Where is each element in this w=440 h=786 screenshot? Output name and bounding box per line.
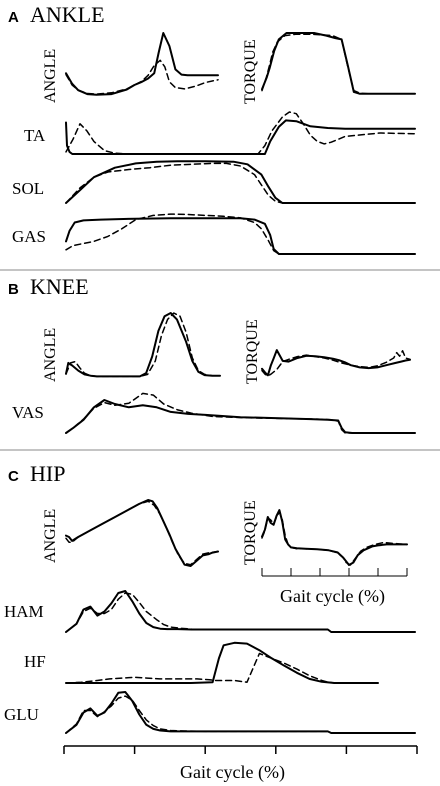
- hip-angle-ylabel: ANGLE: [42, 509, 59, 563]
- sol-solid-trace: [65, 160, 416, 204]
- panel-c-title: HIP: [30, 461, 65, 486]
- ham-label: HAM: [4, 602, 44, 621]
- panel-a-title: ANKLE: [30, 2, 105, 27]
- panel-c-letter: C: [8, 468, 19, 485]
- panel-b-title: KNEE: [30, 274, 89, 299]
- ankle-torque-ylabel: TORQUE: [242, 39, 259, 104]
- inset-xlabel: Gait cycle (%): [280, 586, 385, 607]
- gas-dashed-trace: [65, 213, 416, 255]
- hip-torque-ylabel: TORQUE: [242, 500, 259, 565]
- hip-angle-dashed-trace: [65, 500, 219, 566]
- plot-layer: [65, 32, 416, 734]
- sol-dashed-trace: [65, 162, 416, 204]
- ankle-angle-ylabel: ANGLE: [42, 49, 59, 103]
- hip-torque-dashed-trace: [261, 511, 408, 566]
- ankle-torque-dashed-trace: [261, 33, 416, 95]
- ankle-torque-solid-trace: [261, 32, 416, 95]
- knee-torque-dashed-trace: [261, 350, 411, 377]
- vas-label: VAS: [12, 403, 44, 422]
- gas-solid-trace: [65, 217, 416, 255]
- hf-dashed-trace: [65, 652, 379, 684]
- hip-torque-solid-trace: [261, 509, 408, 566]
- gas-label: GAS: [12, 227, 46, 246]
- knee-angle-ylabel: ANGLE: [42, 328, 59, 382]
- ta-label: TA: [24, 126, 46, 145]
- ankle-angle-solid-trace: [65, 32, 219, 96]
- glu-label: GLU: [4, 705, 39, 724]
- glu-dashed-trace: [65, 695, 416, 734]
- sol-label: SOL: [12, 179, 44, 198]
- panel-b-letter: B: [8, 281, 19, 298]
- bottom-xlabel: Gait cycle (%): [180, 762, 285, 783]
- hf-label: HF: [24, 652, 46, 671]
- ta-dashed-trace: [65, 111, 416, 155]
- panel-a-letter: A: [8, 9, 19, 26]
- axes-layer: [63, 568, 418, 754]
- ankle-angle-dashed-trace: [65, 59, 219, 95]
- hf-solid-trace: [65, 641, 379, 684]
- knee-torque-ylabel: TORQUE: [244, 319, 261, 384]
- knee-torque-solid-trace: [261, 349, 411, 377]
- knee-angle-solid-trace: [65, 312, 221, 378]
- ta-solid-trace: [65, 119, 416, 155]
- ham-dashed-trace: [65, 592, 416, 633]
- vas-dashed-trace: [65, 392, 416, 434]
- knee-angle-dashed-trace: [65, 312, 221, 378]
- hip-angle-solid-trace: [65, 499, 219, 567]
